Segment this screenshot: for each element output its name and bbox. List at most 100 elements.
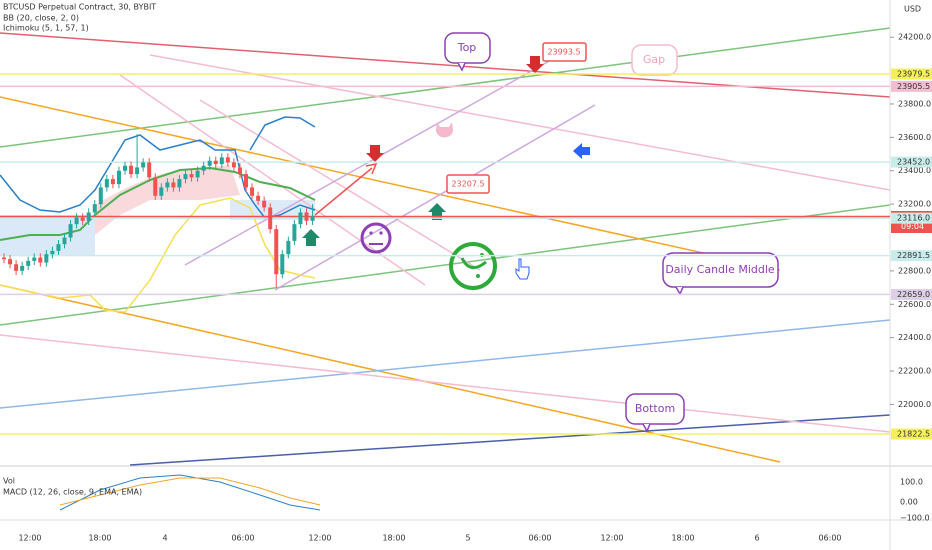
vol-label: Vol: [3, 477, 15, 486]
down-arrow: [526, 56, 544, 73]
price-badge: [891, 288, 932, 300]
up-arrow: [302, 229, 320, 246]
price-label-box: [446, 174, 490, 194]
candle-body: [80, 217, 85, 221]
header-ichimoku: Ichimoku (5, 1, 57, 1): [3, 24, 89, 33]
cloud: [230, 200, 315, 220]
time-label: 5: [465, 534, 470, 543]
face-eye: [476, 274, 480, 278]
trend-line: [0, 319, 891, 409]
bollinger-basis: [0, 166, 316, 241]
trend-line: [0, 284, 781, 463]
cat-icon: [436, 122, 453, 138]
candle-body: [74, 217, 79, 225]
candle-body: [26, 260, 31, 266]
candle-body: [274, 229, 279, 275]
trend-line: [184, 54, 561, 266]
candle-body: [189, 174, 194, 178]
candle-body: [116, 170, 121, 185]
candle-body: [56, 244, 61, 251]
price-badge-label: 22891.5: [897, 251, 930, 260]
time-label: 12:00: [600, 534, 623, 543]
price-badge: [891, 156, 932, 168]
face-eye: [379, 231, 383, 235]
annotation: Gap: [643, 53, 665, 66]
pointer-icon: [515, 258, 530, 280]
candle-body: [237, 167, 242, 175]
candle-body: [2, 257, 6, 260]
candle-body: [165, 182, 170, 188]
lower-tick-label: 100.0: [900, 478, 923, 487]
arrow-line: [314, 167, 373, 216]
candle-body: [14, 264, 19, 271]
candle-body: [110, 179, 115, 185]
candle-body: [262, 200, 267, 208]
candle-body: [8, 259, 13, 265]
candle-body: [129, 165, 134, 175]
annotation: Daily Candle Middle: [665, 263, 775, 276]
price-tick-label: 23400.0: [898, 166, 931, 175]
candle-body: [20, 265, 25, 271]
time-label: 06:00: [818, 534, 841, 543]
candle-body: [38, 257, 43, 263]
trend-line: [149, 54, 891, 191]
price-badge-label: 22659.0: [897, 290, 930, 299]
lower-tick-label: −100.0: [900, 514, 930, 523]
candle-body: [213, 160, 218, 165]
candle-body: [286, 240, 291, 255]
down-arrow: [366, 145, 384, 162]
price-tick-label: 23200.0: [898, 200, 931, 209]
candle-body: [86, 212, 91, 221]
candle-body: [177, 179, 182, 188]
candle-body: [298, 212, 303, 225]
candle-body: [219, 157, 224, 165]
candle-body: [207, 160, 212, 166]
price-badge-label: 23116.0: [897, 214, 930, 223]
candle-body: [201, 165, 206, 171]
trend-line: [0, 27, 891, 148]
candle-body: [256, 195, 261, 201]
candle-body: [141, 162, 146, 168]
time-label: 18:00: [382, 534, 405, 543]
annotation: Bottom: [635, 402, 675, 415]
annotation: Top: [457, 41, 477, 54]
price-badge: [891, 212, 932, 224]
price-tick-label: 22200.0: [898, 367, 931, 376]
header-symbol: BTCUSD Perpetual Contract, 30, BYBIT: [3, 3, 156, 12]
price-badge: [891, 68, 932, 80]
price-tick-label: 22000.0: [898, 400, 931, 409]
candle-body: [92, 204, 97, 213]
price-tick-label: 22400.0: [898, 333, 931, 342]
macd-label: MACD (12, 26, close, 9, EMA, EMA): [3, 488, 142, 497]
face-eye: [369, 231, 373, 235]
candle-body: [68, 224, 73, 238]
time-label: 18:00: [671, 534, 694, 543]
candle-body: [195, 170, 200, 178]
candle-body: [32, 257, 37, 261]
candle-body: [231, 162, 236, 168]
candle-body: [225, 157, 230, 163]
candle-body: [135, 167, 140, 175]
price-badge: [891, 428, 932, 440]
candle-body: [268, 207, 273, 230]
time-label: 06:00: [231, 534, 254, 543]
candle-body: [171, 182, 176, 188]
price-tick-label: 24200.0: [898, 33, 931, 42]
candle-body: [50, 250, 55, 255]
price-label: 23993.5: [547, 48, 580, 57]
price-badge-label: 21822.5: [897, 430, 930, 439]
candle-body: [98, 187, 103, 205]
candle-body: [244, 174, 248, 188]
time-label: 6: [754, 534, 759, 543]
trend-line: [0, 96, 781, 271]
candle-body: [310, 216, 315, 221]
time-label: 06:00: [528, 534, 551, 543]
price-badge: [891, 250, 932, 262]
callout-gap: [631, 44, 678, 76]
candle-body: [292, 224, 297, 241]
time-label: 18:00: [88, 534, 111, 543]
callout-tail: [642, 423, 651, 433]
candle-body: [159, 187, 164, 196]
